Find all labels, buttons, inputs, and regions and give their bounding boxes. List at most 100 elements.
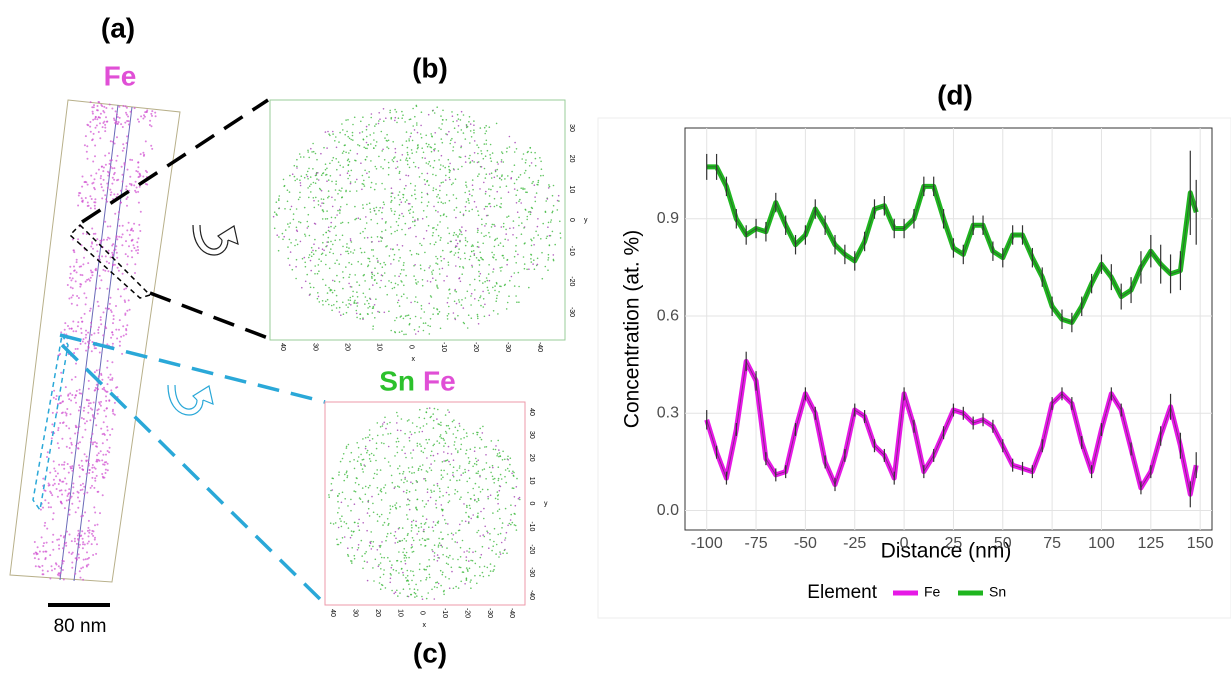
atom bbox=[52, 412, 54, 414]
atom bbox=[416, 533, 418, 535]
atom bbox=[432, 190, 434, 192]
map-tick-label: 0 bbox=[568, 218, 575, 222]
atom bbox=[459, 233, 461, 235]
atom bbox=[328, 196, 330, 198]
atom bbox=[338, 527, 340, 529]
atom bbox=[405, 555, 407, 557]
atom bbox=[94, 417, 96, 419]
atom bbox=[302, 258, 304, 260]
atom bbox=[80, 515, 82, 517]
atom bbox=[422, 431, 424, 433]
atom bbox=[350, 150, 352, 152]
atom bbox=[325, 254, 327, 256]
atom bbox=[450, 251, 452, 253]
atom bbox=[300, 156, 302, 158]
atom bbox=[357, 296, 359, 298]
atom bbox=[411, 457, 413, 459]
atom bbox=[420, 427, 422, 429]
atom bbox=[492, 476, 494, 478]
atom bbox=[107, 171, 109, 173]
atom bbox=[491, 177, 493, 179]
atom bbox=[77, 238, 79, 240]
atom bbox=[345, 152, 347, 154]
atom bbox=[362, 438, 364, 440]
atom bbox=[332, 131, 334, 133]
atom bbox=[111, 428, 113, 430]
atom bbox=[311, 247, 313, 249]
atom bbox=[429, 326, 431, 328]
atom bbox=[452, 150, 454, 152]
atom bbox=[322, 279, 324, 281]
atom bbox=[418, 254, 420, 256]
atom bbox=[524, 268, 526, 270]
atom bbox=[463, 503, 465, 505]
atom bbox=[93, 106, 95, 108]
atom bbox=[111, 252, 113, 254]
atom bbox=[114, 119, 116, 121]
atom bbox=[455, 217, 457, 219]
atom bbox=[82, 263, 84, 265]
atom bbox=[518, 225, 520, 227]
atom bbox=[377, 549, 379, 551]
atom bbox=[394, 504, 396, 506]
legend-label: Sn bbox=[989, 584, 1006, 600]
atom bbox=[82, 483, 84, 485]
atom bbox=[399, 465, 401, 467]
atom bbox=[356, 190, 358, 192]
atom bbox=[310, 176, 312, 178]
atom bbox=[92, 111, 94, 113]
atom bbox=[391, 590, 393, 592]
atom bbox=[126, 142, 128, 144]
atom bbox=[472, 433, 474, 435]
atom bbox=[401, 418, 403, 420]
atom bbox=[348, 527, 350, 529]
atom bbox=[482, 432, 484, 434]
atom bbox=[416, 151, 418, 153]
atom bbox=[125, 253, 127, 255]
atom bbox=[459, 465, 461, 467]
atom bbox=[95, 268, 97, 270]
atom bbox=[380, 588, 382, 590]
atom bbox=[455, 265, 457, 267]
atom bbox=[513, 472, 515, 474]
atom bbox=[81, 321, 83, 323]
atom bbox=[300, 222, 302, 224]
atom bbox=[408, 580, 410, 582]
atom bbox=[412, 546, 414, 548]
atom bbox=[329, 268, 331, 270]
atom bbox=[105, 307, 107, 309]
atom bbox=[130, 229, 132, 231]
atom bbox=[459, 498, 461, 500]
atom bbox=[490, 494, 492, 496]
atom bbox=[406, 131, 408, 133]
atom bbox=[448, 557, 450, 559]
atom bbox=[510, 504, 512, 506]
atom bbox=[95, 445, 97, 447]
atom bbox=[350, 510, 352, 512]
atom bbox=[466, 505, 468, 507]
atom bbox=[499, 452, 501, 454]
atom bbox=[442, 572, 444, 574]
atom bbox=[363, 180, 365, 182]
atom bbox=[477, 153, 479, 155]
atom bbox=[457, 450, 459, 452]
atom bbox=[121, 244, 123, 246]
atom bbox=[466, 124, 468, 126]
atom bbox=[433, 490, 435, 492]
atom bbox=[377, 223, 379, 225]
atom bbox=[68, 552, 70, 554]
atom bbox=[370, 531, 372, 533]
atom bbox=[504, 239, 506, 241]
atom bbox=[47, 570, 49, 572]
atom bbox=[102, 494, 104, 496]
atom bbox=[94, 205, 96, 207]
atom bbox=[483, 508, 485, 510]
atom bbox=[51, 423, 53, 425]
atom bbox=[409, 431, 411, 433]
atom bbox=[438, 150, 440, 152]
atom bbox=[104, 124, 106, 126]
atom bbox=[69, 514, 71, 516]
atom bbox=[427, 500, 429, 502]
atom bbox=[68, 298, 70, 300]
atom bbox=[76, 261, 78, 263]
